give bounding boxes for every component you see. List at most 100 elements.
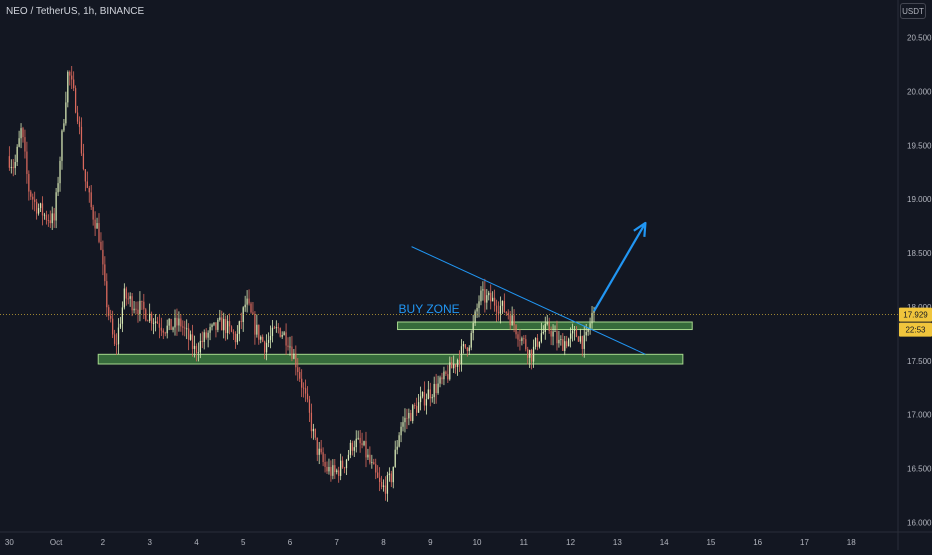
candle-body (182, 326, 184, 328)
candle-body (67, 71, 69, 103)
price-tick-label: 17.000 (907, 411, 932, 420)
currency-badge[interactable]: USDT (900, 3, 926, 19)
candle-body (347, 454, 350, 460)
lower-zone[interactable] (97, 353, 684, 365)
candle-body (96, 223, 98, 229)
candle-body (530, 350, 533, 362)
candle-body (232, 331, 235, 334)
candle-body (373, 462, 375, 465)
candle-body (525, 339, 527, 350)
candle-body (308, 399, 311, 413)
candle-body (437, 383, 439, 394)
candle-body (351, 442, 353, 451)
candle-body (509, 315, 511, 326)
candle-body (149, 313, 151, 321)
candle-body (137, 309, 139, 314)
current-price-value: 17.929 (903, 311, 928, 320)
candle-body (310, 412, 313, 432)
candle-body (51, 213, 53, 224)
time-tick-label: 12 (566, 538, 575, 547)
candle-body (193, 345, 196, 349)
candle-body (207, 332, 209, 338)
candle-body (532, 346, 535, 362)
candle-body (217, 319, 219, 330)
candle-body (36, 201, 38, 214)
drawing-overlay[interactable]: BUY ZONE (399, 221, 647, 355)
candle-body (340, 460, 342, 476)
candle-body (433, 383, 435, 398)
descending-trendline[interactable] (411, 246, 646, 355)
candle-body (49, 220, 51, 224)
support-zones[interactable] (97, 321, 693, 365)
candle-body (546, 322, 548, 324)
candle-body (462, 344, 465, 347)
candle-body (304, 388, 307, 394)
candle-body (396, 446, 398, 450)
candle-body (20, 128, 22, 139)
candle-body (560, 339, 562, 340)
candle-body (12, 167, 14, 169)
candle-body (569, 333, 572, 339)
candle-body (188, 328, 190, 340)
candle-body (143, 301, 145, 310)
candle-body (189, 334, 192, 340)
candle-body (517, 334, 519, 340)
candle-body (392, 466, 394, 483)
candle-body (135, 308, 137, 310)
candle-body (254, 314, 256, 335)
time-tick-label: 16 (753, 538, 762, 547)
candle-body (589, 323, 591, 330)
candle-body (260, 336, 262, 340)
candle-body (141, 300, 143, 302)
candle-body (302, 387, 305, 389)
candle-body (139, 300, 141, 314)
candle-body (162, 330, 164, 333)
candle-body (453, 364, 455, 369)
candle-body (203, 332, 205, 343)
candle-body (548, 322, 550, 331)
candle-body (221, 317, 223, 331)
candle-body (197, 352, 200, 354)
candle-body (264, 341, 266, 353)
candle-body (587, 329, 589, 332)
time-tick-label: 10 (473, 538, 482, 547)
candle-body (299, 372, 301, 379)
candle-body (423, 391, 426, 406)
candle-body (100, 241, 102, 250)
candle-body (435, 383, 437, 394)
price-tick-label: 18.500 (907, 249, 932, 258)
candle-body (573, 330, 576, 331)
candle-body (550, 330, 552, 337)
candle-body (45, 214, 48, 221)
candle-body (34, 199, 36, 202)
candle-body (283, 332, 285, 336)
candle-body (53, 213, 55, 221)
candle-body (176, 317, 178, 326)
candle-body (180, 318, 182, 327)
candle-body (538, 341, 541, 347)
candle-body (400, 426, 402, 436)
candle-body (127, 298, 129, 300)
candle-body (84, 169, 86, 182)
candle-body (228, 321, 231, 327)
candle-body (110, 315, 112, 319)
candle-body (470, 332, 472, 348)
candle-body (86, 181, 88, 188)
time-tick-label: 11 (520, 538, 529, 547)
candle-body (76, 112, 79, 122)
candle-body (289, 346, 291, 348)
breakout-arrow[interactable] (593, 222, 647, 312)
candle-body (156, 321, 159, 324)
countdown-badge (899, 322, 932, 337)
candle-body (213, 322, 215, 325)
candle-body (145, 309, 147, 321)
candle-body (314, 428, 316, 438)
candle-body (246, 298, 248, 305)
price-tick-label: 20.000 (907, 88, 932, 97)
time-tick-label: 6 (288, 538, 293, 547)
price-tick-label: 16.000 (907, 518, 932, 527)
candle-body (414, 405, 416, 406)
